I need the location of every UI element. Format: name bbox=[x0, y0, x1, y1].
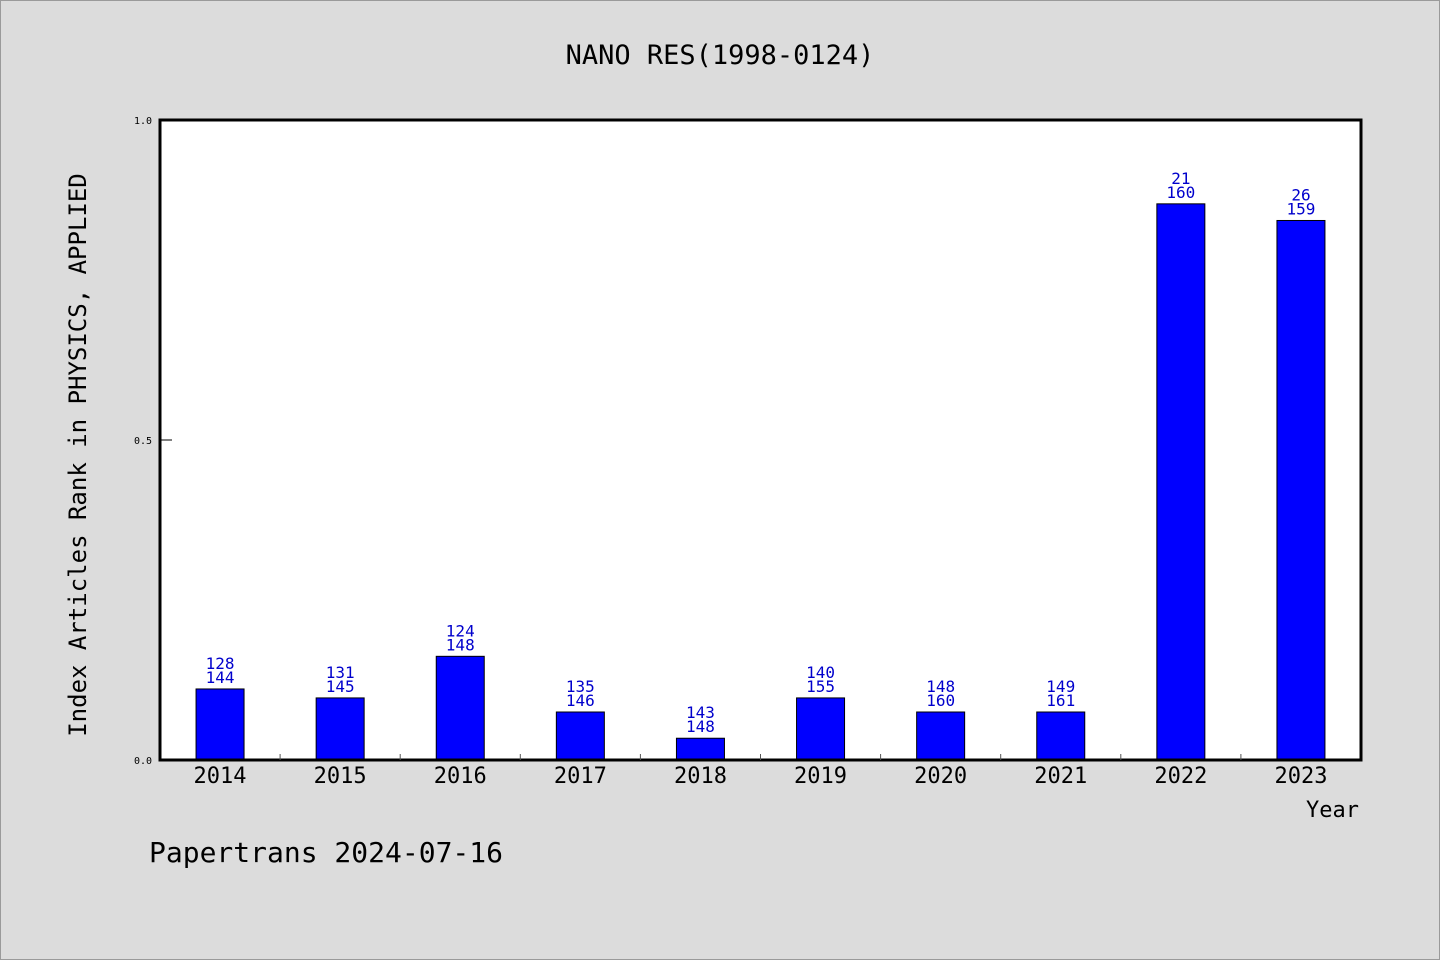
bar-rank-label: 21 bbox=[1171, 169, 1190, 188]
x-tick-label: 2021 bbox=[1034, 764, 1087, 789]
footer-text: Papertrans 2024-07-16 bbox=[149, 836, 503, 869]
bar-total-label: 160 bbox=[926, 691, 955, 710]
bar bbox=[315, 697, 365, 761]
bar bbox=[675, 737, 725, 761]
x-tick-label: 2015 bbox=[314, 764, 367, 789]
bar-rank-label: 148 bbox=[926, 677, 955, 696]
bar-rank-label: 143 bbox=[686, 703, 715, 722]
bar-rank-label: 140 bbox=[806, 663, 835, 682]
bar bbox=[796, 697, 846, 761]
bar bbox=[916, 711, 966, 761]
bar-total-label: 144 bbox=[206, 668, 235, 687]
bars-layer bbox=[195, 203, 1326, 761]
chart-title: NANO RES(1998-0124) bbox=[566, 40, 875, 71]
bar-rank-label: 26 bbox=[1291, 185, 1310, 204]
x-tick-label: 2020 bbox=[914, 764, 967, 789]
bar-rank-label: 135 bbox=[566, 677, 595, 696]
y-tick-label: 0.5 bbox=[134, 436, 152, 447]
bar-total-label: 159 bbox=[1286, 199, 1315, 218]
bar bbox=[1156, 203, 1206, 761]
bar-total-label: 148 bbox=[686, 717, 715, 736]
bar bbox=[195, 688, 245, 761]
y-tick-label: 0.0 bbox=[134, 756, 152, 767]
y-tick-label: 1.0 bbox=[134, 116, 152, 127]
y-axis-label: Index Articles Rank in PHYSICS, APPLIED bbox=[64, 173, 92, 737]
x-tick-label: 2017 bbox=[554, 764, 607, 789]
x-tick-label: 2022 bbox=[1154, 764, 1207, 789]
bar bbox=[1036, 711, 1086, 761]
x-axis: 2014 2015 2016 2017 2018 2019 2020 2021 2022 2023 bbox=[194, 754, 1327, 789]
x-tick-label: 2016 bbox=[434, 764, 487, 789]
bar bbox=[555, 711, 605, 761]
bar-total-label: 145 bbox=[326, 677, 355, 696]
y-axis: 0.0 0.5 1.0 bbox=[134, 116, 172, 767]
bar-total-label: 160 bbox=[1166, 183, 1195, 202]
x-tick-label: 2019 bbox=[794, 764, 847, 789]
bar bbox=[1276, 219, 1326, 761]
x-tick-label: 2023 bbox=[1274, 764, 1327, 789]
x-tick-label: 2018 bbox=[674, 764, 727, 789]
bar-total-label: 155 bbox=[806, 677, 835, 696]
x-axis-label: Year bbox=[1306, 798, 1359, 823]
x-tick-label: 2014 bbox=[194, 764, 247, 789]
bar-rank-label: 149 bbox=[1046, 677, 1075, 696]
bar-rank-label: 124 bbox=[446, 621, 475, 640]
bar-total-label: 161 bbox=[1046, 691, 1075, 710]
bar-rank-label: 131 bbox=[326, 663, 355, 682]
bar-total-label: 148 bbox=[446, 635, 475, 654]
bar-rank-label: 128 bbox=[206, 654, 235, 673]
bar-total-label: 146 bbox=[566, 691, 595, 710]
bar bbox=[435, 655, 485, 761]
